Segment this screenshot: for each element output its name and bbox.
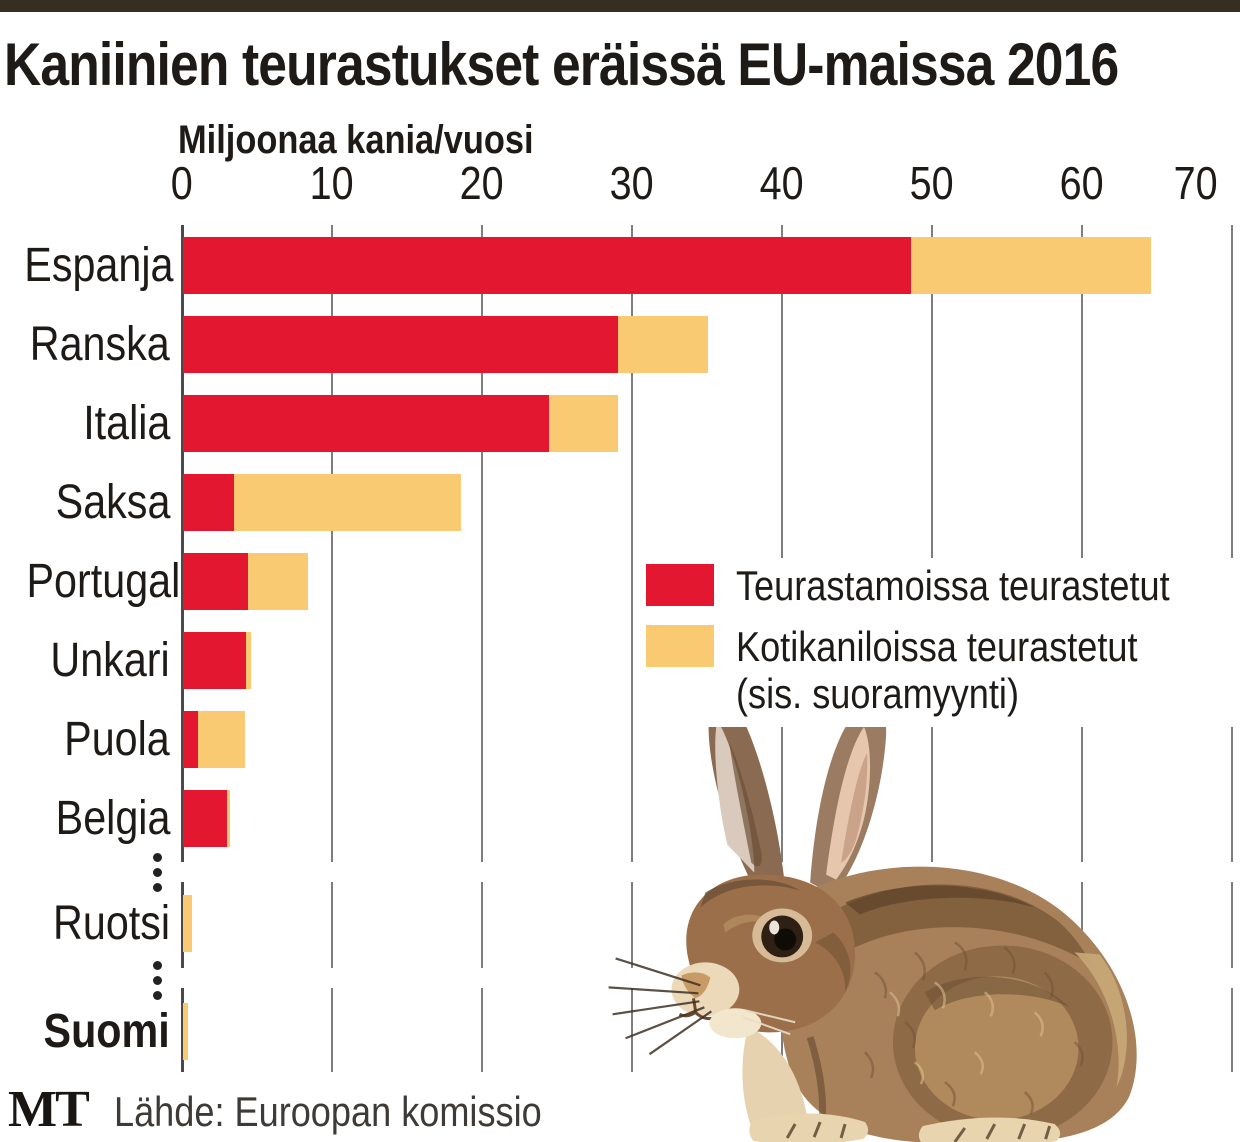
axis-break-dot — [153, 961, 162, 970]
gridline-30 — [631, 988, 633, 1072]
gridline-30 — [631, 225, 633, 862]
legend-item-slaughterhouse: Teurastamoissa teurastetut — [646, 562, 1240, 609]
category-label-text: Italia — [82, 397, 170, 450]
gridline-70 — [1231, 988, 1233, 1072]
category-label-puola: Puola — [0, 711, 170, 768]
axis-break-dot — [153, 991, 162, 1000]
x-tick-label: 20 — [459, 157, 504, 209]
y-axis-line — [181, 882, 184, 968]
source-text: Lähde: Euroopan komissio — [113, 1088, 542, 1135]
category-label-italia: Italia — [0, 395, 170, 452]
category-label-text: Portugali — [26, 555, 190, 608]
x-tick-label: 10 — [309, 157, 354, 209]
gridline-50 — [931, 225, 933, 862]
axis-break-dot — [153, 883, 162, 892]
gridline-20 — [481, 882, 483, 968]
x-tick-0: 0 — [142, 156, 222, 210]
category-label-text: Suomi — [43, 1005, 170, 1058]
gridline-60 — [1081, 882, 1083, 968]
bar-red-italia — [183, 395, 549, 452]
x-tick-60: 60 — [1042, 156, 1122, 210]
category-label-suomi: Suomi — [0, 1003, 170, 1060]
gridline-10 — [331, 988, 333, 1072]
bar-red-portugali — [183, 553, 248, 610]
legend-swatch-yellow — [646, 625, 714, 668]
category-label-text: Saksa — [55, 476, 170, 529]
bar-yellow-espanja — [910, 237, 1151, 294]
category-label-ranska: Ranska — [0, 316, 170, 373]
chart-title: Kaniinien teurastukset eräissä EU-maissa… — [4, 30, 1240, 99]
bar-yellow-saksa — [234, 474, 461, 531]
x-tick-label: 70 — [1173, 157, 1218, 209]
category-label-text: Belgia — [55, 792, 170, 845]
gridline-40 — [781, 225, 783, 862]
legend-swatch-red — [646, 564, 714, 606]
bar-yellow-suomi — [183, 1003, 188, 1060]
gridline-70 — [1231, 225, 1233, 862]
bar-yellow-ruotsi — [183, 895, 192, 952]
y-axis-line — [181, 988, 184, 1072]
bar-red-ranska — [183, 316, 618, 373]
legend-label-home: Kotikaniloissa teurastetut (sis. suoramyy… — [736, 623, 1138, 718]
bar-yellow-puola — [198, 711, 245, 768]
gridline-10 — [331, 882, 333, 968]
rabbit-illustration — [608, 699, 1137, 1142]
axis-break-dot — [153, 853, 162, 862]
gridline-60 — [1081, 225, 1083, 862]
x-tick-label: 40 — [759, 157, 804, 209]
x-tick-50: 50 — [892, 156, 972, 210]
x-tick-label: 60 — [1059, 157, 1104, 209]
axis-break-dot — [153, 868, 162, 877]
bar-yellow-ranska — [618, 316, 708, 373]
bar-yellow-belgia — [226, 790, 230, 847]
legend: Teurastamoissa teurastetut Kotikaniloiss… — [640, 558, 1240, 728]
category-label-espanja: Espanja — [0, 237, 174, 294]
x-tick-10: 10 — [292, 156, 372, 210]
gridline-20 — [481, 988, 483, 1072]
category-label-portugali: Portugali — [0, 553, 190, 610]
category-label-saksa: Saksa — [0, 474, 170, 531]
category-label-text: Espanja — [24, 239, 174, 292]
x-axis-label: Miljoonaa kania/vuosi — [178, 118, 591, 163]
legend-item-home: Kotikaniloissa teurastetut (sis. suoramyy… — [646, 623, 1240, 717]
gridline-70 — [1231, 882, 1233, 968]
x-tick-40: 40 — [742, 156, 822, 210]
x-tick-label: 50 — [909, 157, 954, 209]
x-tick-20: 20 — [442, 156, 522, 210]
category-label-text: Ruotsi — [52, 897, 170, 950]
bar-red-espanja — [183, 237, 911, 294]
x-axis-label-text: Miljoonaa kania/vuosi — [178, 118, 534, 162]
gridline-20 — [481, 225, 483, 862]
top-strip — [0, 0, 1240, 12]
bar-yellow-unkari — [246, 632, 251, 689]
gridline-10 — [331, 225, 333, 862]
category-label-ruotsi: Ruotsi — [0, 895, 170, 952]
category-label-text: Puola — [64, 713, 170, 766]
category-label-text: Ranska — [30, 318, 170, 371]
gridline-30 — [631, 882, 633, 968]
mt-logo: MT — [8, 1081, 90, 1138]
y-axis-line — [181, 225, 184, 862]
category-label-belgia: Belgia — [0, 790, 170, 847]
x-tick-30: 30 — [592, 156, 672, 210]
footer: MT Lähde: Euroopan komissio — [8, 1080, 611, 1139]
axis-break-dot — [153, 976, 162, 985]
x-tick-label: 0 — [170, 157, 194, 209]
category-label-unkari: Unkari — [0, 632, 170, 689]
category-label-text: Unkari — [50, 634, 170, 687]
bar-yellow-italia — [549, 395, 618, 452]
bar-red-puola — [183, 711, 198, 768]
chart-title-text: Kaniinien teurastukset eräissä EU-maissa… — [4, 31, 1119, 98]
bar-red-unkari — [183, 632, 246, 689]
x-tick-label: 30 — [609, 157, 654, 209]
bar-red-saksa — [183, 474, 234, 531]
bar-red-belgia — [183, 790, 227, 847]
legend-label-slaughterhouse: Teurastamoissa teurastetut — [736, 562, 1170, 609]
bar-yellow-portugali — [247, 553, 308, 610]
x-tick-70: 70 — [1156, 156, 1236, 210]
